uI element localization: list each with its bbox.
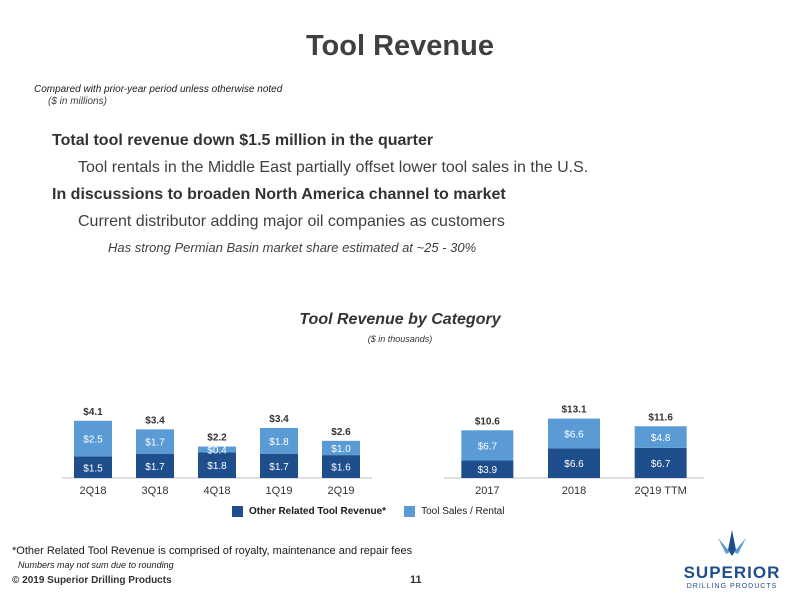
data-label-tool: $6.6 <box>564 429 584 440</box>
x-tick-label: 2017 <box>475 485 499 497</box>
logo-wordmark: SUPERIOR <box>683 563 781 582</box>
page-number: 11 <box>410 574 422 586</box>
bullet-item: Total tool revenue down $1.5 million in … <box>52 132 434 149</box>
legend-label-other: Other Related Tool Revenue* <box>249 506 387 517</box>
data-label-tool: $0.4 <box>207 445 227 456</box>
bullet-item: Tool rentals in the Middle East partiall… <box>78 159 589 176</box>
x-tick-label: 2Q19 <box>328 485 355 497</box>
company-logo: SUPERIOR DRILLING PRODUCTS <box>672 528 792 594</box>
chart-legend: Other Related Tool Revenue* Tool Sales /… <box>232 506 504 517</box>
bullet-list: Total tool revenue down $1.5 million in … <box>52 132 772 264</box>
total-label: $13.1 <box>561 405 586 416</box>
total-label: $10.6 <box>475 416 500 427</box>
bar-other-related <box>74 456 112 478</box>
bullet-item: In discussions to broaden North America … <box>52 186 506 203</box>
x-tick-label: 2Q19 TTM <box>634 485 686 497</box>
legend-item-other: Other Related Tool Revenue* <box>232 506 386 517</box>
bar-tool-sales <box>74 420 112 457</box>
bullet-item: Current distributor adding major oil com… <box>78 213 505 230</box>
bar-tool-sales <box>461 430 514 461</box>
total-label: $11.6 <box>648 412 673 423</box>
bar-tool-sales <box>322 440 360 456</box>
comparison-note: Compared with prior-year period unless o… <box>34 84 283 95</box>
total-label: $4.1 <box>83 407 103 418</box>
x-tick-label: 3Q18 <box>142 485 169 497</box>
legend-swatch-tool <box>404 506 416 517</box>
copyright: © 2019 Superior Drilling Products <box>12 575 172 586</box>
total-label: $2.2 <box>207 433 227 444</box>
bar-other-related <box>461 460 514 478</box>
bar-other-related <box>260 453 298 478</box>
logo-subtitle: DRILLING PRODUCTS <box>686 583 778 590</box>
legend-item-tool: Tool Sales / Rental <box>404 506 504 517</box>
bar-tool-sales <box>634 426 687 448</box>
chart-subtitle: ($ in thousands) <box>367 334 433 344</box>
data-label-other: $6.6 <box>564 459 584 470</box>
x-tick-label: 1Q19 <box>266 485 293 497</box>
data-label-tool: $2.5 <box>83 435 103 446</box>
tool-revenue-chart: $1.5 $2.5 $4.1 2Q18 $1.7 $1.7 $3.4 3Q18 $1.8 $0.4… <box>62 405 704 497</box>
bar-other-related <box>198 452 236 478</box>
data-label-tool: $1.0 <box>331 444 351 455</box>
data-label-tool: $1.8 <box>269 437 289 448</box>
data-label-other: $1.6 <box>331 463 351 474</box>
total-label: $3.4 <box>145 415 165 426</box>
x-tick-label: 2018 <box>562 485 586 497</box>
bar-other-related <box>322 455 360 478</box>
data-label-other: $1.5 <box>83 463 103 474</box>
legend-label-tool: Tool Sales / Rental <box>421 506 505 517</box>
bar-tool-sales <box>260 427 298 454</box>
data-label-other: $3.9 <box>478 465 498 476</box>
logo-mark-icon <box>718 530 746 556</box>
bar-tool-sales <box>136 429 174 454</box>
total-label: $2.6 <box>331 427 351 438</box>
total-label: $3.4 <box>269 414 289 425</box>
bar-tool-sales <box>548 418 600 449</box>
bar-other-related <box>548 448 600 478</box>
bullet-item: Has strong Permian Basin market share es… <box>108 240 477 255</box>
chart-title: Tool Revenue by Category <box>299 311 501 328</box>
x-tick-label: 2Q18 <box>80 485 107 497</box>
bar-tool-sales <box>198 446 236 453</box>
bar-other-related <box>136 453 174 478</box>
bar-other-related <box>634 447 687 478</box>
data-label-tool: $1.7 <box>145 438 165 449</box>
page-title: Tool Revenue <box>306 30 494 62</box>
data-label-tool: $4.8 <box>651 433 671 444</box>
rounding-note: Numbers may not sum due to rounding <box>18 560 174 570</box>
data-label-other: $6.7 <box>651 459 671 470</box>
data-label-other: $1.8 <box>207 461 227 472</box>
units-note: ($ in millions) <box>48 96 107 107</box>
data-label-tool: $6.7 <box>478 441 498 452</box>
x-tick-label: 4Q18 <box>204 485 231 497</box>
data-label-other: $1.7 <box>145 462 165 473</box>
legend-swatch-other <box>232 506 243 517</box>
footnote: *Other Related Tool Revenue is comprised… <box>12 545 413 557</box>
data-label-other: $1.7 <box>269 462 289 473</box>
